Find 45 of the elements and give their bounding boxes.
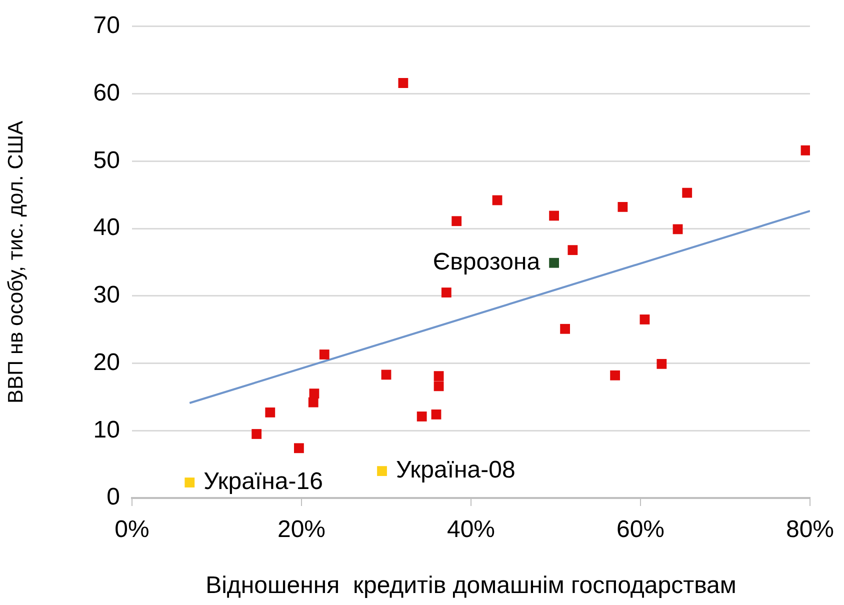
point (265, 407, 276, 418)
point (656, 358, 667, 369)
y-tick-label: 10 (93, 416, 120, 444)
x-tick-label: 80% (786, 516, 834, 544)
point (434, 381, 444, 392)
y-tick-label: 60 (93, 79, 120, 106)
point (294, 443, 304, 454)
x-axis-title: Відношення кредитів домашнім господарствам (206, 572, 736, 600)
y-tick-label: 70 (93, 12, 120, 40)
point (319, 350, 330, 360)
point (398, 78, 408, 88)
point (377, 466, 387, 476)
point (452, 216, 462, 226)
x-tick-label: 20% (277, 516, 326, 544)
y-tick-label: 40 (93, 214, 120, 242)
point (434, 371, 444, 382)
point (441, 288, 452, 298)
y-axis-title: ВВП нв особу, тис. дол. США (4, 120, 28, 404)
series-label: Україна-08 (396, 456, 516, 484)
y-tick-label: 50 (93, 146, 120, 174)
point (560, 324, 570, 334)
point (682, 188, 692, 198)
y-tick-label: 30 (93, 282, 120, 309)
point (549, 210, 559, 221)
y-tick-label: 20 (93, 348, 120, 376)
x-tick-label: 60% (616, 516, 665, 544)
point (252, 429, 262, 439)
series-label: Україна-16 (204, 468, 323, 496)
series-label: Єврозона (432, 248, 541, 276)
point (184, 478, 195, 488)
point (610, 370, 620, 380)
y-tick-label: 0 (106, 484, 120, 511)
point (568, 245, 578, 256)
x-tick-label: 0% (114, 516, 150, 544)
x-tick-label: 40% (446, 516, 496, 544)
point (800, 145, 810, 156)
point (416, 412, 427, 422)
point (492, 195, 502, 206)
point (618, 202, 628, 212)
point (640, 314, 650, 324)
point (381, 370, 392, 380)
point (431, 410, 442, 420)
point (672, 224, 683, 234)
point (308, 397, 318, 408)
point (549, 258, 559, 268)
